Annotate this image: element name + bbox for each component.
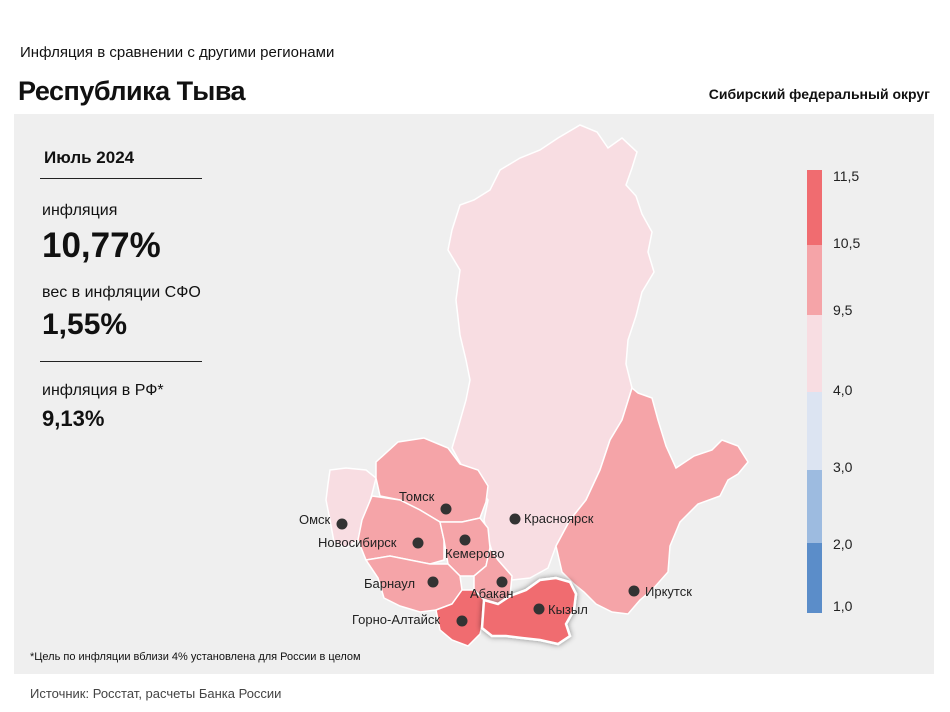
legend-scale: 1,0 2,0 3,0 4,0 9,5 10,5 11,5: [807, 168, 860, 614]
city-label: Абакан: [470, 586, 513, 601]
divider: [40, 178, 202, 179]
weight-value: 1,55%: [42, 308, 128, 341]
legend-swatch: [807, 543, 822, 613]
city-marker: [628, 585, 640, 597]
district-label: Сибирский федеральный округ: [708, 86, 930, 102]
city-kemerovo: Кемерово: [445, 534, 504, 561]
city-marker: [412, 537, 424, 549]
rf-inflation-label: инфляция в РФ*: [42, 382, 164, 399]
city-gorno-altaisk: Горно-Алтайск: [352, 612, 468, 627]
rf-inflation-value: 9,13%: [42, 406, 105, 431]
legend-swatch: [807, 245, 822, 315]
legend-tick: 10,5: [833, 235, 860, 251]
city-marker: [533, 603, 545, 615]
legend-tick: 4,0: [833, 382, 853, 398]
region-krasnoyarsk: [447, 124, 655, 581]
page-title: Республика Тыва: [18, 76, 246, 106]
legend-swatch: [807, 470, 822, 543]
region-irkutsk: [555, 386, 749, 615]
city-marker: [456, 615, 468, 627]
legend-tick: 2,0: [833, 536, 853, 552]
month-label: Июль 2024: [44, 148, 135, 167]
city-kyzyl: Кызыл: [533, 602, 588, 617]
city-marker: [509, 513, 521, 525]
city-label: Иркутск: [645, 584, 692, 599]
footnote: *Цель по инфляции вблизи 4% установлена …: [30, 651, 361, 663]
city-label: Красноярск: [524, 511, 594, 526]
city-omsk: Омск: [299, 512, 348, 530]
region-tuva: [480, 576, 578, 646]
city-abakan: Абакан: [470, 576, 513, 601]
city-novosibirsk: Новосибирск: [318, 535, 424, 550]
city-krasnoyarsk: Красноярск: [509, 511, 594, 526]
legend-tick: 9,5: [833, 302, 853, 318]
city-marker: [336, 518, 348, 530]
city-marker: [427, 576, 439, 588]
city-tomsk: Томск: [399, 489, 452, 515]
city-label: Томск: [399, 489, 435, 504]
city-barnaul: Барнаул: [364, 576, 439, 591]
legend-tick: 3,0: [833, 459, 853, 475]
source-note: Источник: Росстат, расчеты Банка России: [30, 686, 282, 701]
city-label: Новосибирск: [318, 535, 397, 550]
inflation-label: инфляция: [42, 202, 118, 219]
city-marker: [496, 576, 508, 588]
legend-swatch: [807, 170, 822, 245]
legend-swatch: [807, 392, 822, 470]
city-irkutsk: Иркутск: [628, 584, 692, 599]
city-label: Омск: [299, 512, 331, 527]
city-label: Горно-Алтайск: [352, 612, 440, 627]
city-marker: [440, 503, 452, 515]
inflation-value: 10,77%: [42, 226, 161, 265]
city-label: Кызыл: [548, 602, 588, 617]
city-marker: [459, 534, 471, 546]
legend-tick: 11,5: [833, 168, 859, 184]
city-label: Барнаул: [364, 576, 415, 591]
weight-label: вес в инфляции СФО: [42, 284, 201, 301]
supertitle: Инфляция в сравнении с другими регионами: [20, 44, 335, 61]
divider: [40, 361, 202, 362]
legend-tick: 1,0: [833, 598, 853, 614]
legend-swatch: [807, 315, 822, 392]
city-label: Кемерово: [445, 546, 504, 561]
